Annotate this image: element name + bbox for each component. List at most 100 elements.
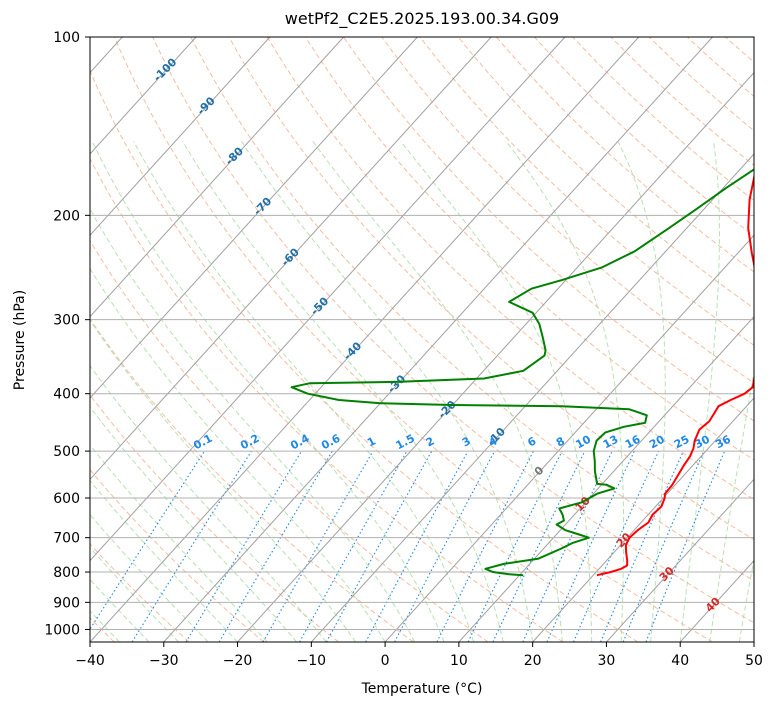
dry-adiabat-line	[457, 37, 754, 309]
dry-adiabat-line	[228, 37, 754, 541]
y-tick-label: 300	[53, 313, 80, 329]
isotherm-line	[384, 234, 754, 642]
x-tick-label: 50	[745, 653, 763, 669]
mixing-ratio-line	[546, 450, 635, 642]
y-tick-label: 400	[53, 387, 80, 403]
y-axis: 100 200 300 400 500 600 700 800 900 1000	[44, 30, 90, 638]
x-axis: −40 −30 −20 −10 0 10 20 30 40 50	[75, 642, 763, 669]
temperature-profile-line	[596, 173, 754, 577]
moist-adiabat-line	[90, 479, 238, 642]
mixing-ratio-label: 0.1	[191, 432, 214, 453]
x-tick-label: 0	[381, 653, 390, 669]
x-tick-label: 10	[450, 653, 468, 669]
dry-adiabat-line	[114, 37, 713, 642]
y-tick-label: 600	[53, 491, 80, 507]
moist-adiabat-line	[738, 557, 754, 642]
x-tick-label: −10	[297, 653, 327, 669]
isotherm-line	[90, 37, 492, 481]
isotherm-line	[90, 37, 640, 642]
x-tick-label: −20	[223, 653, 253, 669]
isotherm-line	[532, 397, 754, 642]
isotherm-line	[90, 37, 197, 155]
isotherm-line	[90, 37, 418, 399]
isotherm-line	[679, 559, 754, 642]
isotherm-line	[458, 315, 754, 642]
y-tick-label: 100	[53, 30, 80, 46]
mixing-ratio-label: 1.5	[394, 432, 417, 453]
mixing-ratio-label: 6	[525, 434, 538, 449]
x-tick-label: 40	[671, 653, 689, 669]
mixing-ratio-line	[394, 450, 496, 642]
mixing-ratio-line	[90, 450, 206, 631]
dry-adiabats	[90, 37, 775, 642]
dry-adiabat-line	[90, 394, 339, 642]
dry-adiabat-line	[495, 37, 754, 273]
mixing-ratio-label: 25	[672, 433, 692, 452]
mixing-ratio-line	[572, 450, 660, 642]
mixing-ratio-line	[325, 450, 433, 642]
moist-adiabat-line	[90, 546, 179, 642]
mixing-ratio-label: 30	[692, 432, 712, 451]
x-axis-label: Temperature (°C)	[361, 681, 483, 697]
isotherm-line	[163, 37, 713, 642]
mixing-ratio-label: 2	[424, 434, 437, 449]
y-tick-label: 500	[53, 444, 80, 460]
x-tick-label: 20	[524, 653, 542, 669]
mixing-ratio-label: 10	[573, 433, 593, 452]
y-tick-label: 900	[53, 595, 80, 611]
mixing-ratio-label: 13	[601, 433, 621, 452]
dry-adiabat-line	[90, 543, 190, 642]
y-tick-label: 800	[53, 565, 80, 581]
mixing-ratio-label: 1	[365, 434, 378, 449]
x-tick-label: −40	[75, 653, 105, 669]
moist-adiabat-line	[312, 141, 563, 642]
mixing-ratio-line	[467, 450, 563, 642]
dry-adiabat-line	[90, 69, 639, 642]
dry-adiabat-line	[90, 318, 414, 642]
mixing-ratio-line	[262, 450, 374, 642]
mixing-ratio-label: 0.4	[288, 432, 312, 453]
dry-adiabat-line	[266, 37, 754, 500]
chart-title: wetPf2_C2E5.2025.193.00.34.G09	[285, 9, 559, 29]
mixing-ratio-label: 36	[713, 432, 733, 451]
dry-adiabat-line	[686, 37, 754, 97]
isotherm-line	[237, 71, 754, 642]
x-tick-label: 30	[598, 653, 616, 669]
dry-adiabat-line	[381, 37, 754, 384]
isotherm-line	[90, 37, 566, 562]
mixing-ratio-line	[622, 450, 705, 642]
moist-adiabat-line	[90, 406, 297, 642]
mixing-ratio-line	[365, 450, 469, 642]
y-tick-label: 1000	[44, 622, 80, 638]
mixing-ratio-line	[299, 450, 408, 642]
profile-series	[290, 168, 754, 577]
isotherm-line	[310, 153, 754, 642]
mixing-ratio-label: 3	[460, 434, 473, 449]
isotherm-line	[753, 641, 754, 642]
isotherms	[90, 37, 754, 642]
dry-adiabat-line	[764, 37, 775, 642]
plot-area: -100-90-80-70-60-50-40-30-20-10010203040…	[90, 37, 775, 642]
moist-adiabat-line	[90, 364, 327, 642]
moist-adiabat-line	[90, 207, 416, 642]
mixing-ratio-labels: 0.1 0.2 0.4 0.6 1 1.5 2 3 4 6 8 10 13 16 20 25 30 36	[191, 432, 733, 453]
dry-adiabat-line	[419, 37, 754, 346]
dry-adiabat-line	[190, 37, 754, 582]
y-tick-label: 700	[53, 531, 80, 547]
mixing-ratio-line	[492, 450, 586, 642]
dewpoint-profile-line	[290, 168, 754, 577]
moist-adiabat-line	[90, 513, 209, 642]
dry-adiabat-line	[90, 468, 265, 642]
pressure-gridlines	[90, 37, 754, 630]
mixing-ratio-line	[131, 450, 252, 642]
x-tick-label: −30	[149, 653, 179, 669]
y-axis-label: Pressure (hPa)	[12, 290, 28, 390]
mixing-ratio-label: 8	[554, 434, 567, 449]
dry-adiabat-line	[90, 157, 564, 642]
mixing-ratio-line	[218, 450, 333, 642]
dry-adiabat-line	[152, 37, 754, 624]
mixing-ratio-label: 16	[623, 433, 643, 452]
dry-adiabat-line	[90, 239, 489, 642]
mixing-ratio-label: 0.2	[238, 432, 261, 453]
